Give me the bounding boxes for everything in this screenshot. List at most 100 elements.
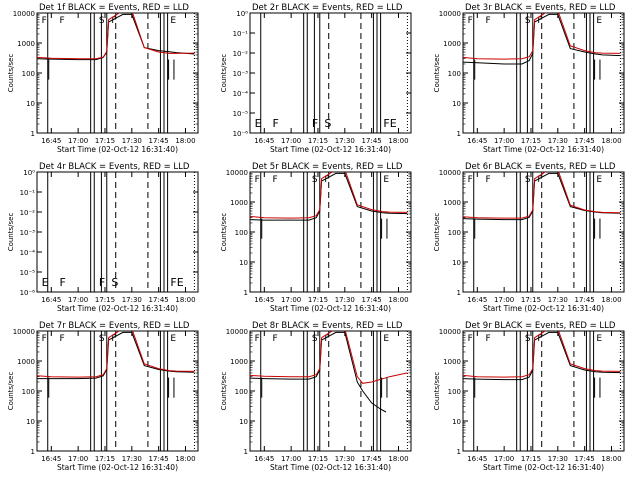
x-tick-label: 18:00 bbox=[601, 296, 621, 304]
x-tick-label: 17:15 bbox=[521, 296, 541, 304]
x-tick-label: 16:45 bbox=[41, 455, 61, 463]
chart-panel-5: Det 5r BLACK = Events, RED = LLD 1 10 100 10… bbox=[220, 162, 412, 313]
chart-title: Det 1f BLACK = Events, RED = LLD bbox=[39, 3, 189, 13]
y-tick-label: 1 bbox=[457, 289, 461, 297]
y-axis-label: Counts/sec bbox=[220, 213, 228, 252]
y-axis-label: Counts/sec bbox=[7, 54, 15, 93]
x-tick-label: 17:30 bbox=[335, 455, 355, 463]
plot-frame bbox=[36, 171, 199, 293]
interval-flag: F bbox=[468, 16, 473, 26]
series-line-lld bbox=[37, 13, 195, 60]
y-tick-label: 1000 bbox=[443, 40, 461, 48]
y-tick-label: 10 bbox=[239, 418, 248, 426]
x-tick-label: 17:15 bbox=[521, 455, 541, 463]
x-tick-label: 18:00 bbox=[388, 455, 408, 463]
interval-flag: E bbox=[42, 276, 49, 289]
y-tick-label: 1 bbox=[31, 130, 35, 138]
y-tick-label: 10000 bbox=[13, 10, 35, 18]
series-line-events bbox=[463, 13, 621, 65]
y-tick-label: 10⁻² bbox=[233, 50, 249, 58]
y-tick-label: 10 bbox=[26, 100, 35, 108]
interval-flag: E bbox=[383, 334, 389, 344]
series-line-events bbox=[463, 331, 621, 381]
chart-title: Det 8r BLACK = Events, RED = LLD bbox=[252, 321, 403, 331]
y-axis-label: Counts/sec bbox=[7, 213, 15, 252]
interval-flag: FE bbox=[383, 117, 396, 130]
x-tick-label: 17:15 bbox=[95, 296, 115, 304]
interval-flag: F bbox=[312, 117, 318, 130]
interval-flag: E bbox=[596, 334, 602, 344]
x-tick-label: 17:45 bbox=[362, 137, 382, 145]
x-tick-label: 17:00 bbox=[494, 137, 514, 145]
y-tick-label: 10⁻⁴ bbox=[233, 90, 249, 98]
y-tick-label: 1000 bbox=[230, 358, 248, 366]
interval-flag: F bbox=[324, 334, 329, 344]
interval-flag: S bbox=[525, 334, 531, 344]
y-axis-label: Counts/sec bbox=[220, 372, 228, 411]
y-tick-label: 10⁻¹ bbox=[20, 189, 36, 197]
plot-area: E F F S FE bbox=[42, 172, 195, 292]
interval-flag: E bbox=[596, 16, 602, 26]
x-tick-label: 18:00 bbox=[175, 296, 195, 304]
chart-title: Det 2r BLACK = Events, RED = LLD bbox=[252, 3, 403, 13]
interval-flag: F bbox=[42, 16, 47, 26]
series-line-events bbox=[250, 331, 387, 413]
chart-panel-3: Det 3r BLACK = Events, RED = LLD 1 10 100 10… bbox=[433, 3, 625, 154]
series-line-lld bbox=[250, 331, 408, 384]
y-tick-label: 10000 bbox=[439, 328, 461, 336]
y-tick-label: 1 bbox=[31, 448, 35, 456]
x-tick-label: 17:45 bbox=[575, 137, 595, 145]
interval-flag: F bbox=[59, 276, 65, 289]
x-tick-label: 16:45 bbox=[467, 296, 487, 304]
interval-flag: F bbox=[324, 175, 329, 185]
x-tick-label: 17:15 bbox=[521, 137, 541, 145]
chart-panel-4: Det 4r BLACK = Events, RED = LLD 10⁰ 10⁻¹ 1… bbox=[7, 162, 199, 313]
y-axis-label: Counts/sec bbox=[433, 54, 441, 93]
chart-panel-6: Det 6r BLACK = Events, RED = LLD 1 10 100 10… bbox=[433, 162, 625, 313]
series-line-events bbox=[37, 13, 195, 61]
interval-flag: F bbox=[59, 334, 64, 344]
interval-flag: S bbox=[99, 334, 105, 344]
series-line-events bbox=[37, 331, 195, 380]
chart-panel-7: Det 7r BLACK = Events, RED = LLD 1 10 100 10… bbox=[7, 321, 199, 472]
y-tick-label: 100 bbox=[448, 70, 461, 78]
interval-flag: S bbox=[312, 334, 318, 344]
x-tick-label: 16:45 bbox=[254, 455, 274, 463]
series-line-lld bbox=[463, 172, 621, 219]
x-tick-label: 17:00 bbox=[281, 455, 301, 463]
y-tick-label: 1000 bbox=[443, 358, 461, 366]
x-tick-label: 18:00 bbox=[175, 137, 195, 145]
x-tick-label: 16:45 bbox=[467, 137, 487, 145]
x-tick-label: 17:30 bbox=[335, 137, 355, 145]
chart-title: Det 9r BLACK = Events, RED = LLD bbox=[465, 321, 616, 331]
x-tick-label: 17:15 bbox=[308, 137, 328, 145]
x-tick-label: 18:00 bbox=[601, 137, 621, 145]
interval-flag: S bbox=[525, 16, 531, 26]
y-tick-label: 1 bbox=[244, 289, 248, 297]
y-axis-label: Counts/sec bbox=[7, 372, 15, 411]
x-tick-label: 17:00 bbox=[68, 137, 88, 145]
x-axis-label: Start Time (02-Oct-12 16:31:40) bbox=[270, 145, 391, 154]
x-tick-label: 17:15 bbox=[308, 455, 328, 463]
y-tick-label: 10⁰ bbox=[236, 10, 248, 18]
x-tick-label: 18:00 bbox=[388, 137, 408, 145]
y-tick-label: 1 bbox=[457, 448, 461, 456]
x-axis-label: Start Time (02-Oct-12 16:31:40) bbox=[270, 304, 391, 313]
y-tick-label: 10 bbox=[452, 418, 461, 426]
x-axis-label: Start Time (02-Oct-12 16:31:40) bbox=[483, 304, 604, 313]
chart-title: Det 4r BLACK = Events, RED = LLD bbox=[39, 162, 190, 172]
x-tick-label: 18:00 bbox=[175, 455, 195, 463]
x-tick-label: 17:00 bbox=[68, 296, 88, 304]
interval-flag: F bbox=[537, 175, 542, 185]
y-tick-label: 1000 bbox=[230, 199, 248, 207]
y-tick-label: 100 bbox=[448, 229, 461, 237]
x-tick-label: 17:30 bbox=[122, 296, 142, 304]
x-tick-label: 17:00 bbox=[494, 455, 514, 463]
y-tick-label: 10000 bbox=[439, 10, 461, 18]
x-tick-label: 17:30 bbox=[122, 455, 142, 463]
chart-panel-9: Det 9r BLACK = Events, RED = LLD 1 10 100 10… bbox=[433, 321, 625, 472]
